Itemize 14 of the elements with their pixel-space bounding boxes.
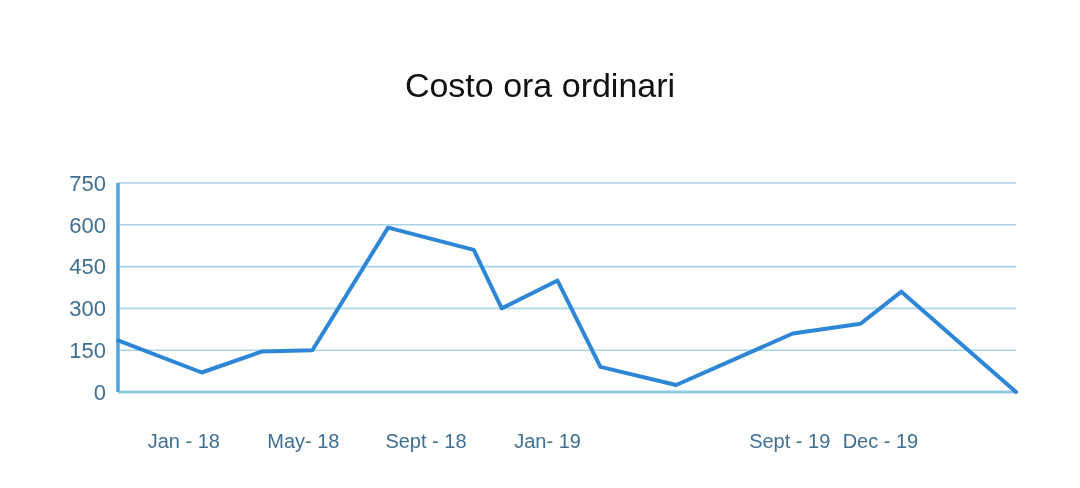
chart-title: Costo ora ordinari <box>404 66 676 104</box>
y-tick-label: 750 <box>69 170 106 196</box>
y-tick-label: 600 <box>69 212 106 238</box>
x-tick-label: Jan - 18 <box>147 430 220 452</box>
line-series <box>116 225 1018 394</box>
x-tick-label: Sept - 19 <box>749 430 831 452</box>
x-tick-label: May- 18 <box>267 430 340 452</box>
y-tick-label: 150 <box>69 337 106 363</box>
y-tick-label: 450 <box>69 254 106 280</box>
y-tick-label: 300 <box>69 296 106 322</box>
x-tick-label: Jan- 19 <box>514 430 581 452</box>
x-tick-label: Dec - 19 <box>842 430 919 452</box>
x-tick-label: Sept - 18 <box>385 430 467 452</box>
y-tick-label: 0 <box>93 379 106 405</box>
